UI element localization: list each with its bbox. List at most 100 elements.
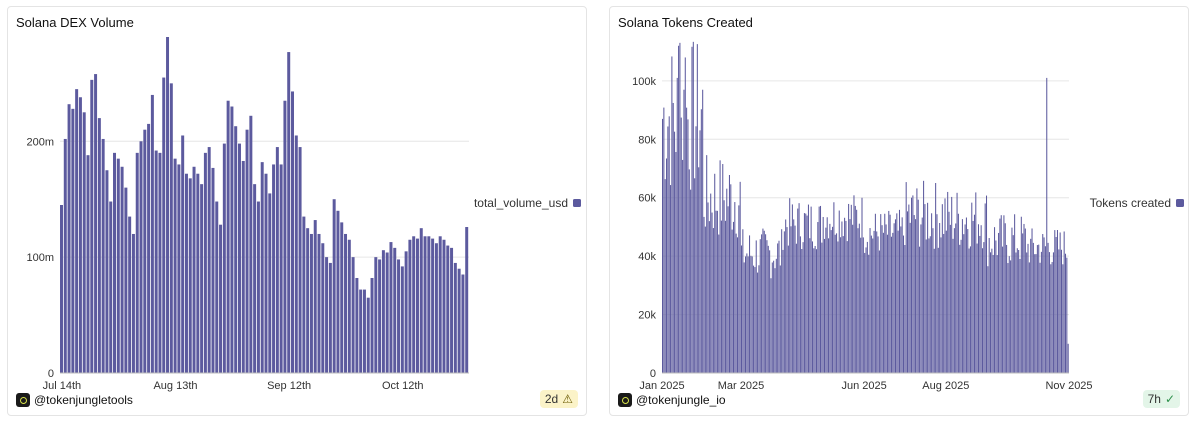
bar	[169, 83, 173, 374]
bar	[759, 239, 761, 373]
freshness-badge[interactable]: 2d ⚠	[539, 390, 578, 408]
bar	[912, 195, 914, 373]
bar	[734, 202, 736, 373]
bar	[63, 138, 67, 373]
bar	[253, 184, 257, 373]
bar	[1055, 236, 1057, 373]
bar	[1024, 228, 1026, 373]
bar	[226, 100, 230, 374]
bar	[275, 147, 279, 373]
y-tick-label: 0	[650, 368, 656, 380]
bar	[113, 152, 117, 373]
bar	[222, 143, 226, 373]
bar	[688, 169, 690, 373]
bar	[738, 205, 740, 373]
bar	[131, 233, 135, 373]
bar	[992, 254, 994, 373]
bar	[722, 164, 724, 373]
bar	[465, 227, 469, 373]
y-tick-label: 200m	[26, 136, 54, 148]
bar	[690, 189, 692, 373]
bar	[917, 199, 919, 373]
bar	[1044, 246, 1046, 373]
author[interactable]: @tokenjungle_io	[618, 393, 726, 407]
bar	[928, 238, 930, 373]
bar	[321, 243, 325, 373]
author-handle[interactable]: @tokenjungle_io	[636, 393, 726, 407]
bar	[939, 223, 941, 373]
bar	[959, 244, 961, 373]
bar	[845, 220, 847, 373]
bar	[1067, 343, 1069, 373]
bar	[385, 252, 389, 373]
x-tick-label: Jun 2025	[842, 380, 887, 392]
bar	[862, 237, 864, 373]
bar	[937, 247, 939, 373]
bar	[838, 210, 840, 373]
freshness-label: 7h	[1147, 392, 1161, 406]
bar	[1043, 237, 1045, 373]
bar	[707, 202, 709, 373]
bar	[1012, 235, 1014, 373]
bar	[888, 210, 890, 373]
bar	[794, 225, 796, 373]
bar	[355, 277, 359, 373]
legend-label: total_volume_usd	[474, 196, 568, 210]
author[interactable]: @tokenjungletools	[16, 393, 133, 407]
bar	[830, 230, 832, 373]
bar	[1027, 243, 1029, 373]
dex-volume-panel: Solana DEX Volume 0 100m 200m total_volume_…	[7, 6, 587, 416]
bar	[842, 236, 844, 373]
bar	[919, 246, 921, 373]
y-tick-label: 20k	[638, 310, 656, 322]
bar	[1004, 223, 1006, 373]
bar	[782, 249, 784, 373]
bar	[1035, 254, 1037, 373]
bar	[848, 203, 850, 373]
bar	[990, 252, 992, 373]
bar	[963, 234, 965, 373]
bar	[370, 277, 374, 373]
bar	[932, 228, 934, 373]
bar	[818, 206, 820, 373]
bar	[718, 234, 720, 373]
bar	[672, 102, 674, 374]
bar	[313, 220, 317, 373]
bar	[923, 180, 925, 373]
bar	[925, 239, 927, 373]
bar	[791, 204, 793, 373]
bar	[735, 233, 737, 373]
bar	[889, 214, 891, 373]
bar	[770, 278, 772, 373]
x-tick-label: Jan 2025	[639, 380, 684, 392]
bar	[952, 238, 954, 373]
bar	[902, 235, 905, 373]
bar	[1054, 230, 1056, 373]
bar	[188, 178, 192, 373]
bar	[991, 248, 993, 373]
freshness-badge[interactable]: 7h ✓	[1142, 390, 1180, 408]
bar	[915, 219, 917, 373]
bar	[450, 247, 454, 373]
bar	[679, 42, 681, 374]
bar	[900, 226, 902, 373]
bar	[325, 257, 329, 373]
bar	[877, 236, 879, 373]
bar	[82, 112, 86, 373]
bar	[924, 204, 926, 373]
tokens-created-chart: 0 20k 40k 60k 80k 100k Tokens created Jan 2025 M…	[632, 41, 1184, 392]
author-handle[interactable]: @tokenjungletools	[34, 393, 133, 407]
bar	[956, 192, 958, 373]
bar	[686, 107, 688, 374]
bar	[815, 249, 818, 373]
bar	[807, 204, 809, 373]
bar	[823, 238, 826, 373]
bar	[710, 193, 712, 373]
bar	[1032, 242, 1034, 373]
bar	[404, 251, 408, 373]
bar	[664, 179, 666, 373]
bar	[907, 211, 909, 373]
bar	[817, 222, 819, 373]
bar	[777, 243, 779, 373]
bar	[869, 228, 871, 373]
